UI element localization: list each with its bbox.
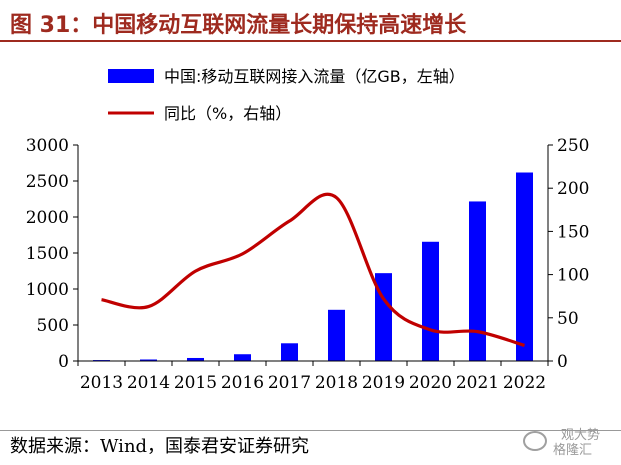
x-tick-label-2018: 2018 — [315, 373, 358, 393]
x-tick-label-2022: 2022 — [503, 373, 546, 393]
bar-2022 — [516, 172, 533, 361]
legend-line-label: 同比（%，右轴） — [164, 104, 291, 123]
x-tick-label-2014: 2014 — [127, 373, 170, 393]
bar-2020 — [422, 241, 439, 361]
watermark-line2: 格隆汇 — [553, 443, 593, 458]
right-tick-label-150: 150 — [557, 222, 589, 242]
chart-title: 图 31：中国移动互联网流量长期保持高速增长 — [10, 13, 467, 38]
source-note: 数据来源：Wind，国泰君安证券研究 — [10, 436, 310, 457]
watermark: 观大势 格隆汇 — [523, 425, 613, 458]
left-tick-label-2500: 2500 — [26, 172, 69, 192]
x-tick-label-2013: 2013 — [80, 373, 123, 393]
bar-2019 — [375, 273, 392, 361]
right-tick-label-50: 50 — [557, 309, 579, 329]
x-tick-label-2016: 2016 — [221, 373, 264, 393]
left-tick-label-2000: 2000 — [26, 208, 69, 228]
x-tick-label-2021: 2021 — [456, 373, 499, 393]
right-tick-label-200: 200 — [557, 179, 589, 199]
bar-2017 — [281, 343, 298, 361]
footer-divider — [0, 430, 621, 431]
watermark-line1: 观大势 — [561, 428, 601, 443]
bar-2015 — [187, 357, 204, 361]
right-tick-label-100: 100 — [557, 266, 589, 286]
bar-2018 — [328, 309, 345, 361]
x-tick-label-2019: 2019 — [362, 373, 405, 393]
bar-2016 — [234, 354, 251, 361]
left-tick-label-500: 500 — [37, 316, 69, 336]
bar-2021 — [469, 201, 486, 361]
right-tick-label-0: 0 — [557, 352, 568, 372]
left-tick-label-3000: 3000 — [26, 136, 69, 156]
left-tick-label-1000: 1000 — [26, 280, 69, 300]
left-tick-label-1500: 1500 — [26, 244, 69, 264]
legend-bar-label: 中国:移动互联网接入流量（亿GB，左轴） — [164, 67, 465, 86]
wechat-logo-icon — [523, 431, 547, 451]
x-tick-label-2015: 2015 — [174, 373, 217, 393]
legend-bar-swatch — [108, 69, 154, 83]
bar-2014 — [140, 359, 157, 361]
yoy-growth-line — [101, 192, 525, 347]
title-bar: 图 31：中国移动互联网流量长期保持高速增长 — [0, 0, 621, 42]
x-tick-label-2017: 2017 — [268, 373, 311, 393]
right-tick-label-250: 250 — [557, 136, 589, 156]
chart-area: 中国:移动互联网接入流量（亿GB，左轴）同比（%，右轴）050010001500… — [26, 67, 590, 393]
left-tick-label-0: 0 — [58, 352, 69, 372]
x-tick-label-2020: 2020 — [409, 373, 452, 393]
